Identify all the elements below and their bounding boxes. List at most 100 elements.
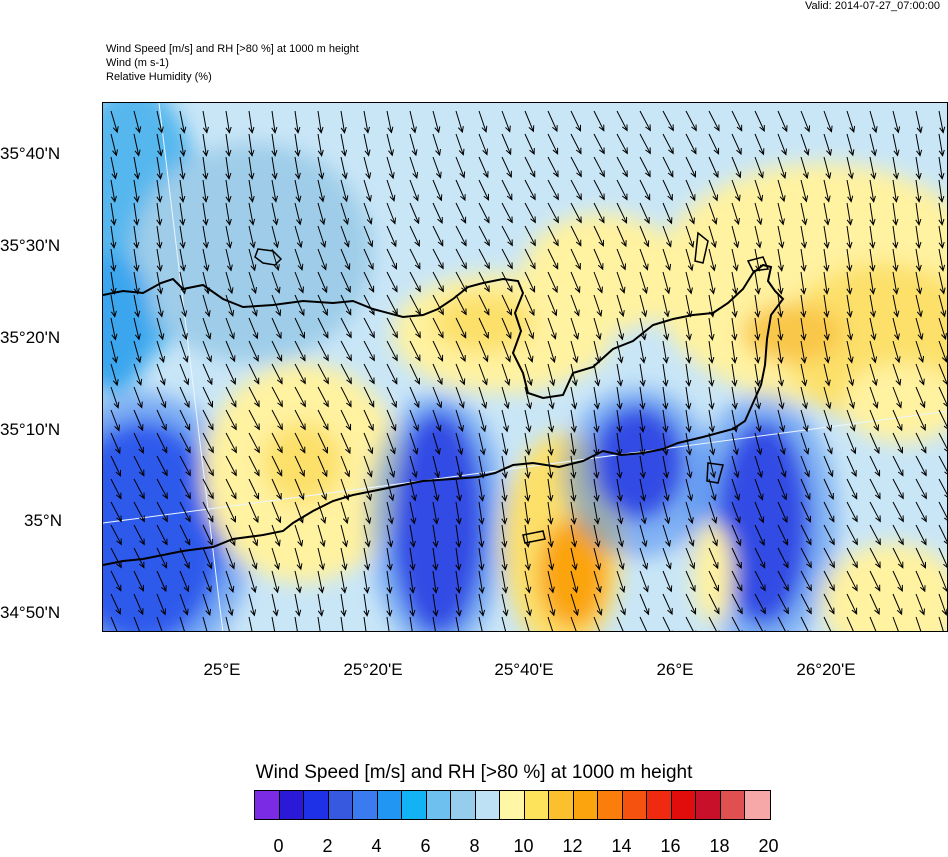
wind-arrow	[294, 386, 306, 408]
wind-arrow	[616, 202, 628, 224]
wind-arrow	[754, 501, 765, 524]
wind-arrow	[271, 616, 276, 631]
wind-arrow	[662, 524, 671, 548]
wind-arrow	[110, 593, 121, 615]
wind-arrow	[455, 202, 467, 224]
wind-arrow	[409, 432, 419, 455]
wind-arrow	[915, 248, 922, 272]
wind-arrow	[179, 294, 188, 318]
wind-arrow	[846, 570, 858, 592]
wind-arrow	[938, 478, 947, 498]
wind-arrow	[547, 271, 558, 294]
wind-arrow	[294, 570, 302, 594]
wind-arrow	[248, 432, 260, 454]
wind-arrow	[892, 593, 903, 616]
wind-arrow	[478, 547, 485, 571]
wind-arrow	[823, 524, 835, 546]
wind-arrow	[271, 202, 279, 226]
wind-arrow	[317, 202, 326, 226]
wind-arrow	[524, 340, 534, 363]
wind-arrow	[478, 156, 489, 179]
lon-label-1: 25°E	[203, 660, 241, 679]
wind-arrow	[639, 110, 651, 132]
wind-arrow	[731, 179, 741, 202]
colorbar-label: 10	[513, 836, 534, 856]
wind-arrow	[340, 455, 351, 478]
wind-arrow	[501, 179, 513, 201]
wind-arrow	[616, 156, 628, 178]
wind-arrow	[294, 363, 306, 385]
wind-arrow	[363, 248, 374, 271]
wind-arrow	[616, 386, 623, 410]
wind-arrow	[662, 225, 672, 248]
wind-arrow	[846, 432, 857, 455]
wind-arrow	[478, 593, 486, 617]
wind-arrow	[524, 570, 532, 594]
wind-arrow	[248, 455, 260, 477]
wind-arrow	[777, 248, 784, 272]
wind-arrow	[731, 524, 742, 547]
wind-arrow	[133, 363, 143, 386]
wind-arrow	[846, 616, 854, 631]
wind-arrow	[248, 593, 257, 617]
wind-arrow	[225, 317, 235, 340]
colorbar-swatch	[720, 791, 745, 819]
wind-arrow	[938, 248, 946, 272]
wind-arrow	[501, 455, 508, 479]
wind-arrow	[570, 501, 577, 525]
wind-arrow	[317, 271, 328, 294]
wind-arrow	[156, 478, 168, 500]
wind-arrow	[547, 133, 559, 155]
wind-arrow	[432, 156, 442, 179]
wind-arrow	[501, 363, 511, 386]
wind-arrow	[225, 156, 232, 180]
wind-arrow	[271, 593, 279, 617]
wind-arrow	[317, 409, 329, 431]
wind-arrow	[501, 593, 509, 617]
wind-arrow	[363, 363, 375, 385]
wind-arrow	[110, 271, 117, 295]
wind-arrow	[225, 455, 237, 477]
wind-arrow	[593, 409, 600, 433]
colorbar-swatch	[500, 791, 525, 819]
wind-arrow	[823, 570, 835, 592]
wind-arrow	[892, 110, 901, 134]
wind-arrow	[179, 409, 191, 431]
wind-arrow	[708, 179, 719, 202]
wind-arrow	[593, 478, 600, 502]
wind-arrow	[340, 248, 351, 271]
wind-arrow	[340, 547, 348, 571]
wind-arrow	[754, 340, 761, 364]
wind-arrow	[685, 363, 692, 387]
lat-label-5: 35°N	[24, 511, 62, 530]
wind-arrow	[777, 317, 784, 341]
wind-arrow	[363, 524, 371, 548]
wind-arrow	[593, 179, 605, 201]
wind-arrow	[386, 478, 395, 502]
wind-arrow	[662, 616, 674, 631]
wind-arrow	[731, 386, 738, 410]
wind-arrow	[110, 248, 117, 272]
wind-arrow	[317, 248, 327, 271]
wind-arrow	[248, 386, 260, 408]
wind-arrow	[754, 225, 762, 249]
wind-arrow	[570, 478, 577, 502]
wind-arrow	[179, 547, 190, 570]
wind-arrow	[386, 202, 396, 225]
wind-arrow	[570, 156, 582, 178]
wind-arrow	[363, 478, 372, 502]
wind-arrow	[662, 202, 673, 225]
wind-arrow	[800, 317, 807, 341]
wind-arrow	[524, 317, 535, 340]
colorbar-label: 2	[322, 836, 333, 856]
wind-arrow	[823, 455, 834, 478]
wind-arrow	[731, 616, 743, 631]
wind-arrow	[823, 340, 831, 364]
wind-arrow	[340, 133, 348, 157]
wind-arrow	[823, 616, 834, 631]
wind-arrow	[938, 432, 947, 452]
wind-arrow	[547, 248, 559, 270]
wind-arrow	[754, 547, 766, 569]
wind-arrow	[800, 524, 812, 546]
wind-arrow	[317, 616, 321, 631]
